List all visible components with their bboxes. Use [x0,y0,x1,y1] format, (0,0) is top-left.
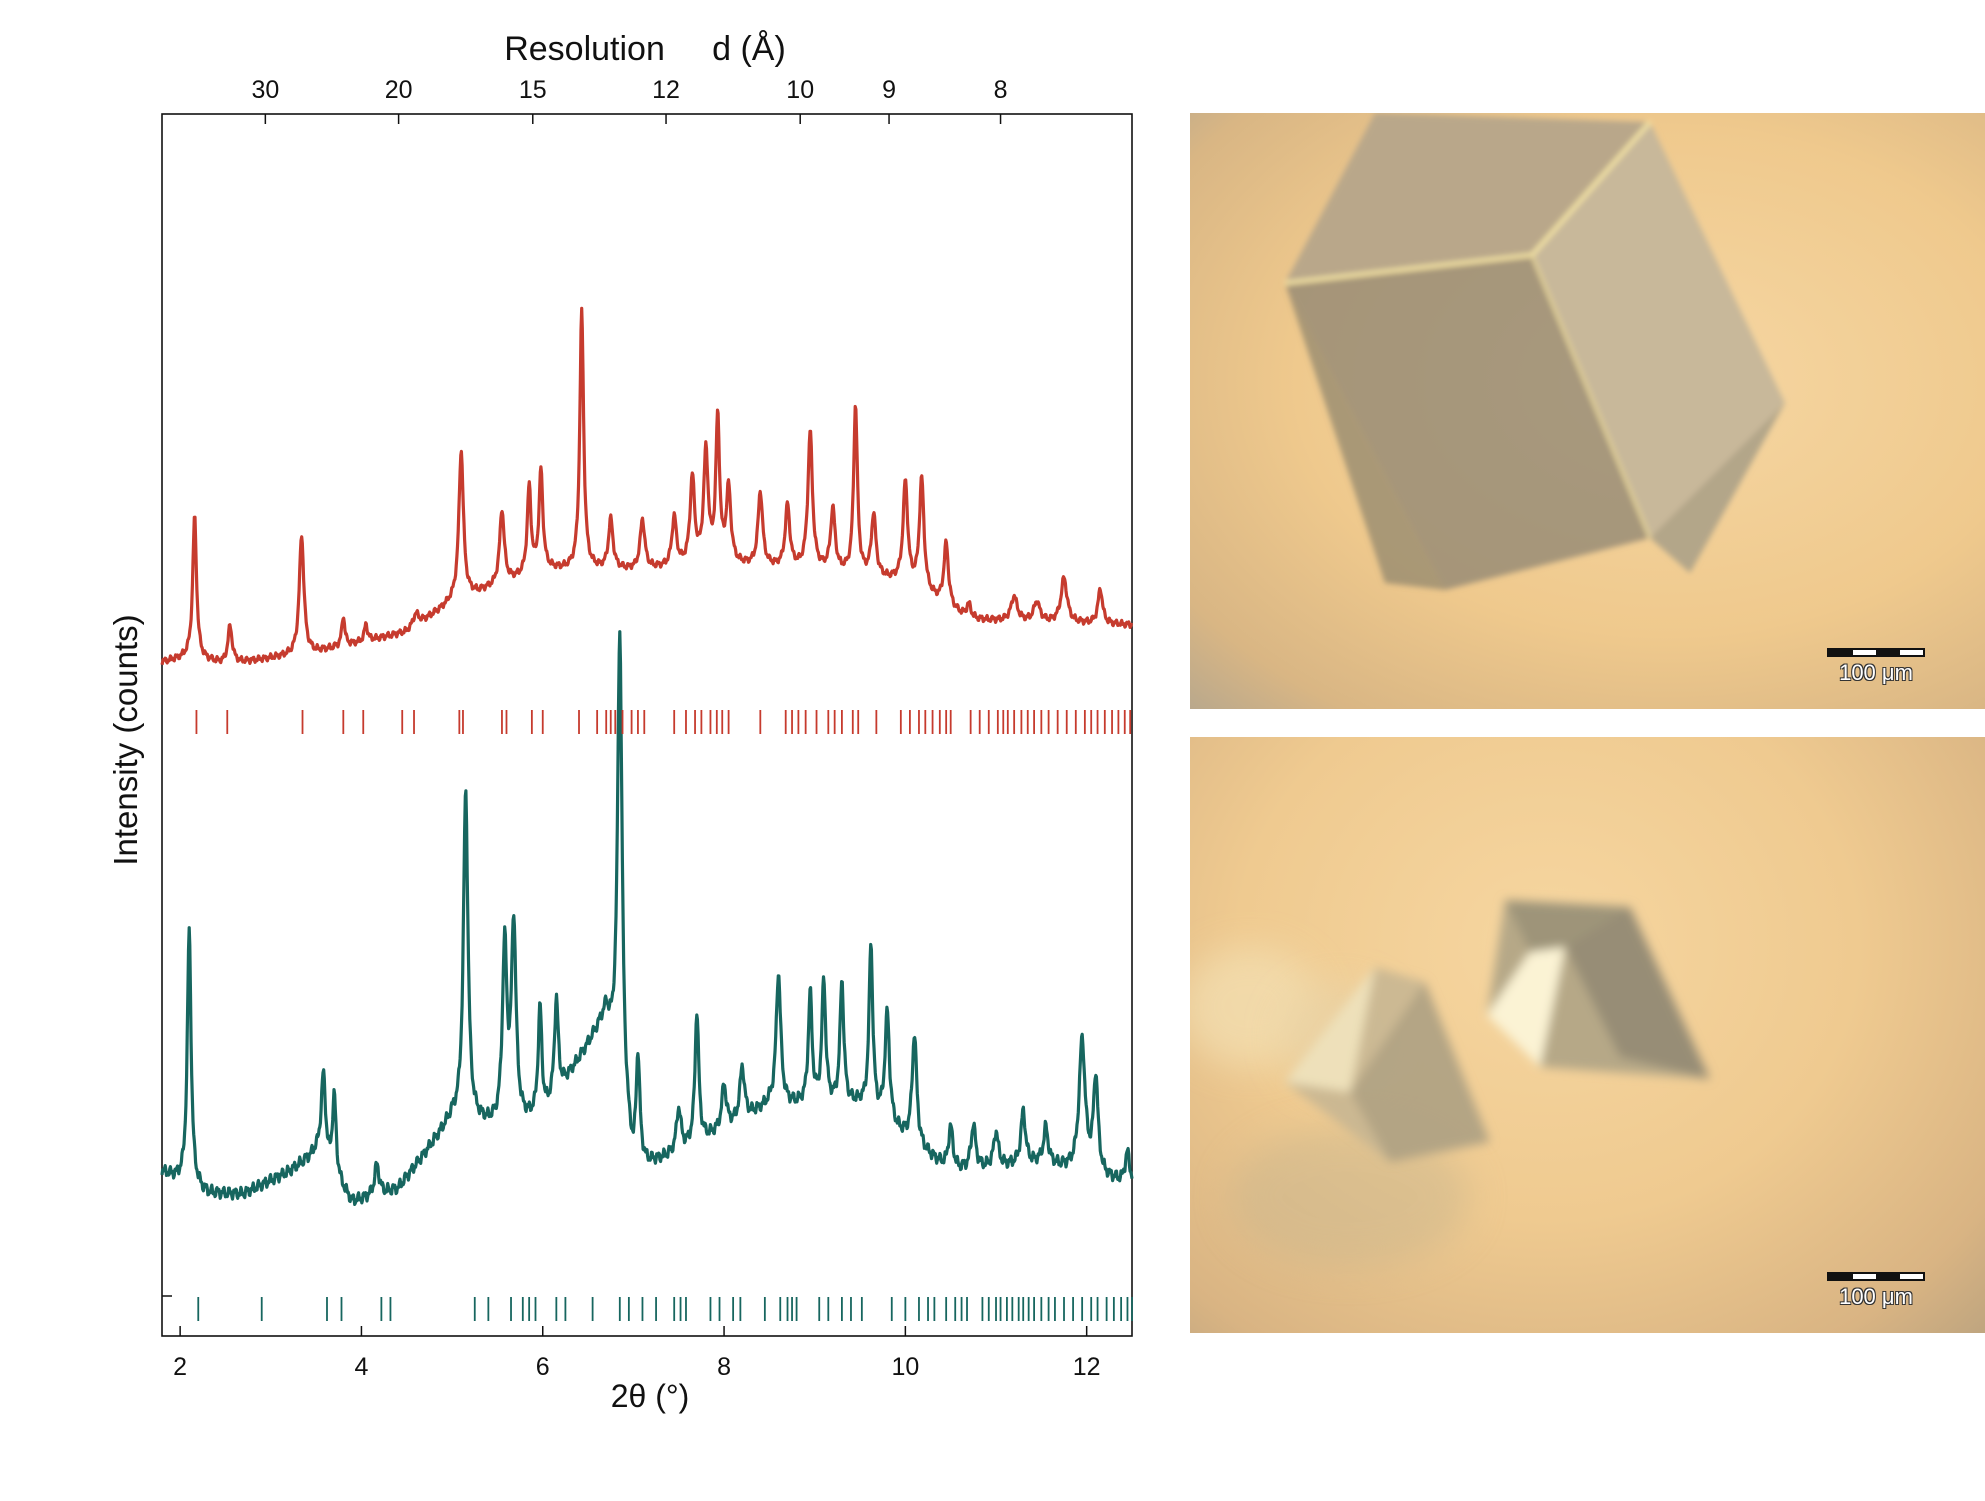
top-axis-title: Resolution d (Å) [504,30,786,68]
crystal-photo-1: 100 μm [1190,113,1985,709]
crystal-image-1 [1284,113,1785,590]
top-tick-label: 10 [786,76,814,104]
top-tick-label: 15 [519,76,547,104]
x-tick-label: 8 [717,1353,731,1381]
x-tick-label: 10 [891,1353,919,1381]
series-line-2 [160,630,1134,1206]
scale-bar-1: 100 μm [1827,648,1925,686]
plot-frame [161,113,1133,1337]
series-line-1 [160,306,1134,666]
top-tick-label: 9 [882,76,896,104]
crystal-image-2 [1190,900,1710,1267]
top-axis-ticks: 30 20 15 12 10 9 8 [251,76,1008,124]
scale-bar-2: 100 μm [1827,1272,1925,1310]
bottom-axis-ticks: 2 4 6 8 10 12 [173,1326,1101,1381]
top-tick-label: 8 [994,76,1008,104]
powder-diffraction-chart: Resolution d (Å) Intensity (counts) 2θ (… [107,30,1134,1414]
top-tick-label: 30 [251,76,279,104]
scale-bar-label-1: 100 μm [1839,660,1913,685]
top-tick-label: 20 [385,76,413,104]
top-tick-label: 12 [652,76,680,104]
x-tick-label: 12 [1073,1353,1101,1381]
x-tick-label: 6 [536,1353,550,1381]
x-tick-label: 4 [354,1353,368,1381]
x-axis-title: 2θ (°) [611,1378,690,1414]
reflection-ticks [195,710,1133,1321]
y-axis-title: Intensity (counts) [107,614,144,865]
x-tick-label: 2 [173,1353,187,1381]
crystal-photo-2: 100 μm [1190,737,1985,1333]
series-group [160,306,1134,1206]
scale-bar-label-2: 100 μm [1839,1284,1913,1309]
